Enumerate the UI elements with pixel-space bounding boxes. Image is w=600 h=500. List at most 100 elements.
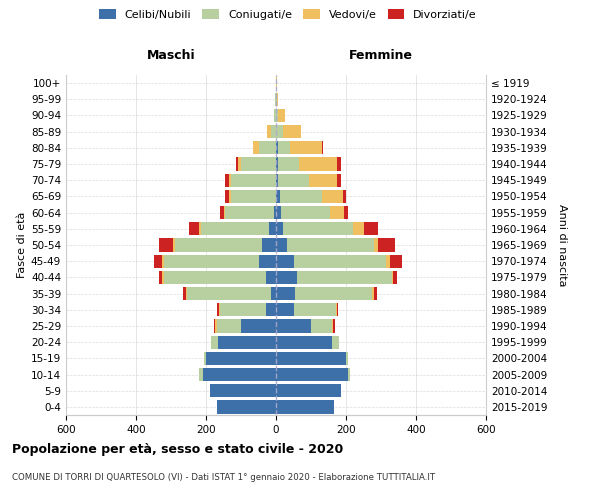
Bar (276, 222, 283, 235)
Bar (206, 352, 276, 365)
Bar (271, 287, 276, 300)
Bar (186, 287, 187, 300)
Bar (386, 254, 390, 268)
Bar (276, 109, 278, 122)
Bar (343, 190, 346, 203)
Bar (392, 270, 393, 284)
Bar (276, 76, 277, 90)
Bar (217, 303, 219, 316)
Bar (230, 190, 276, 203)
Bar (267, 125, 271, 138)
Text: Femmine: Femmine (349, 49, 413, 62)
Bar (332, 320, 333, 332)
Bar (271, 125, 276, 138)
Bar (238, 158, 241, 170)
Bar (311, 320, 332, 332)
Bar (290, 141, 322, 154)
Bar (335, 303, 337, 316)
Bar (188, 222, 199, 235)
Bar (218, 336, 276, 349)
Bar (276, 400, 334, 413)
Bar (164, 254, 259, 268)
Bar (159, 238, 173, 252)
Bar (278, 141, 290, 154)
Bar (236, 158, 238, 170)
Bar (219, 303, 220, 316)
Bar (241, 158, 276, 170)
Bar (274, 206, 276, 220)
Bar (280, 190, 322, 203)
Bar (299, 158, 337, 170)
Bar (374, 287, 377, 300)
Bar (322, 190, 343, 203)
Bar (276, 320, 311, 332)
Bar (293, 303, 335, 316)
Bar (265, 270, 276, 284)
Bar (337, 158, 341, 170)
Bar (164, 270, 265, 284)
Bar (162, 254, 164, 268)
Bar (159, 270, 162, 284)
Bar (287, 238, 374, 252)
Bar (276, 206, 281, 220)
Bar (348, 368, 349, 381)
Text: COMUNE DI TORRI DI QUARTESOLO (VI) - Dati ISTAT 1° gennaio 2020 - Elaborazione T: COMUNE DI TORRI DI QUARTESOLO (VI) - Dat… (12, 472, 435, 482)
Bar (259, 254, 276, 268)
Bar (393, 270, 397, 284)
Bar (154, 254, 162, 268)
Bar (269, 222, 276, 235)
Bar (297, 270, 392, 284)
Bar (283, 222, 353, 235)
Bar (276, 92, 277, 106)
Bar (276, 125, 283, 138)
Legend: Celibi/Nubili, Coniugati/e, Vedovi/e, Divorziati/e: Celibi/Nubili, Coniugati/e, Vedovi/e, Di… (96, 6, 480, 23)
Bar (276, 368, 348, 381)
Bar (187, 287, 271, 300)
Bar (278, 109, 285, 122)
Bar (278, 158, 299, 170)
Bar (259, 141, 276, 154)
Bar (265, 303, 276, 316)
Bar (353, 222, 364, 235)
Bar (332, 336, 339, 349)
Bar (276, 238, 287, 252)
Bar (199, 222, 201, 235)
Bar (278, 174, 309, 187)
Bar (175, 238, 262, 252)
Bar (225, 174, 229, 187)
Y-axis label: Fasce di età: Fasce di età (17, 212, 27, 278)
Bar (199, 368, 203, 381)
Bar (225, 206, 274, 220)
Bar (229, 174, 230, 187)
Bar (337, 303, 338, 316)
Bar (241, 320, 276, 332)
Bar (217, 320, 241, 332)
Bar (217, 400, 276, 413)
Bar (372, 287, 374, 300)
Bar (276, 336, 332, 349)
Bar (223, 206, 225, 220)
Text: Maschi: Maschi (146, 49, 196, 62)
Bar (262, 238, 276, 252)
Bar (215, 320, 217, 332)
Bar (214, 320, 215, 332)
Bar (346, 352, 348, 365)
Bar (276, 254, 293, 268)
Bar (211, 336, 218, 349)
Bar (344, 206, 348, 220)
Bar (293, 254, 386, 268)
Bar (220, 206, 223, 220)
Bar (229, 190, 230, 203)
Bar (203, 368, 276, 381)
Bar (330, 206, 344, 220)
Y-axis label: Anni di nascita: Anni di nascita (557, 204, 567, 286)
Bar (276, 352, 346, 365)
Bar (274, 109, 276, 122)
Bar (183, 287, 186, 300)
Bar (276, 141, 278, 154)
Bar (173, 238, 175, 252)
Bar (276, 174, 278, 187)
Bar (364, 222, 377, 235)
Bar (322, 141, 323, 154)
Bar (275, 92, 276, 106)
